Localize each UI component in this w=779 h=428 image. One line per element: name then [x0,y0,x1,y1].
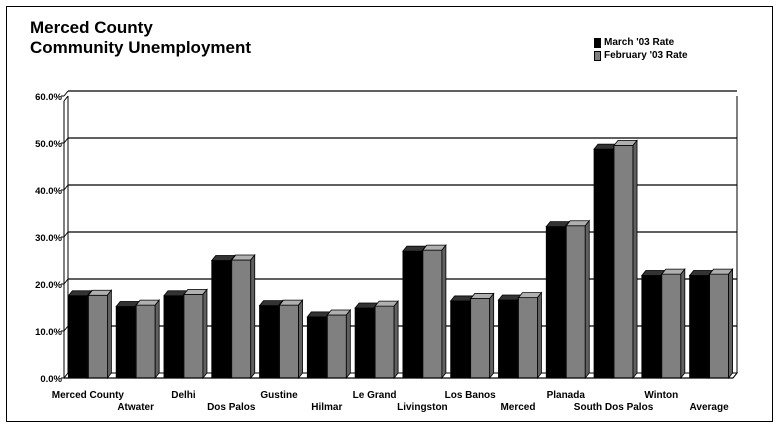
x-tick-label: Dos Palos [207,402,256,413]
gridline-depth [63,137,69,144]
x-tick-label: Delhi [171,390,196,401]
bar-side [393,299,399,380]
legend-swatch-march [594,37,601,48]
bar-side [154,299,160,380]
gridline-depth [63,231,69,238]
bar-side [298,299,303,380]
x-tick-label: Planada [547,390,586,401]
bar-side [202,288,208,380]
bar [163,295,184,379]
x-tick-label: Merced [500,402,535,413]
legend-item-march: March '03 Rate [594,36,688,49]
x-tick-label: Average [690,402,730,413]
legend-item-february: February '03 Rate [594,49,688,62]
bar [470,298,491,379]
x-tick-label: Atwater [117,402,154,413]
bar [661,273,682,379]
bar [231,259,252,379]
bar [518,297,538,379]
chart-legend: March '03 Rate February '03 Rate [594,36,688,62]
bar [593,148,614,379]
y-tick-label: 20.0% [35,280,62,291]
bar [402,250,423,379]
y-tick-label: 40.0% [35,186,62,197]
bar-side [441,244,447,380]
bar [613,144,634,379]
bar-side [680,267,686,380]
bar-side [489,292,495,380]
x-tick-label: Gustine [260,390,298,401]
legend-label-february: February '03 Rate [604,50,688,61]
y-tick-label: 50.0% [35,139,62,150]
y-tick-label: 30.0% [35,233,62,244]
bar-side [106,289,112,380]
y-axis-top-edge [63,95,69,102]
bar [259,305,279,379]
bar [115,306,136,379]
bar-side [584,219,590,380]
chart-title-line-2: Community Unemployment [30,38,252,57]
y-tick-label: 60.0% [35,92,62,103]
bar [279,304,299,379]
bar [326,314,347,379]
bar-side [728,267,734,380]
bar [709,273,730,379]
bar [306,316,327,379]
x-tick-label: Merced County [52,390,125,401]
bar [211,260,232,379]
bar [641,275,662,379]
x-tick-label: Hilmar [311,402,342,413]
chart-title: Merced County Community Unemployment [30,18,251,58]
gridline-depth [63,184,69,191]
x-tick-label: Los Banos [445,390,497,401]
bar [450,300,471,379]
x-tick-label: South Dos Palos [574,402,654,413]
bar [87,294,108,379]
legend-label-march: March '03 Rate [604,37,675,48]
x-axis-depth-edge [732,372,738,379]
x-tick-label: Winton [644,390,678,401]
x-tick-label: Le Grand [353,390,397,401]
x-tick-label: Livingston [397,402,448,413]
bar [354,307,375,379]
y-tick-label: 10.0% [35,327,62,338]
bar [135,304,156,379]
gridline-depth [63,278,69,285]
bar [374,305,395,379]
gridline-depth [63,325,69,332]
bar [183,293,204,379]
bar-side [632,139,638,380]
bar [545,226,566,379]
bar-side [537,291,542,380]
legend-swatch-february [594,50,601,61]
chart-title-line-1: Merced County [30,18,153,37]
y-tick-label: 0.0% [40,374,62,385]
bar [565,225,586,379]
bar [498,299,518,379]
bar-side [345,308,351,380]
gridline-depth [63,90,69,97]
bar-side [250,253,256,380]
bar [422,249,443,379]
bar [67,295,88,379]
bar [689,275,710,379]
